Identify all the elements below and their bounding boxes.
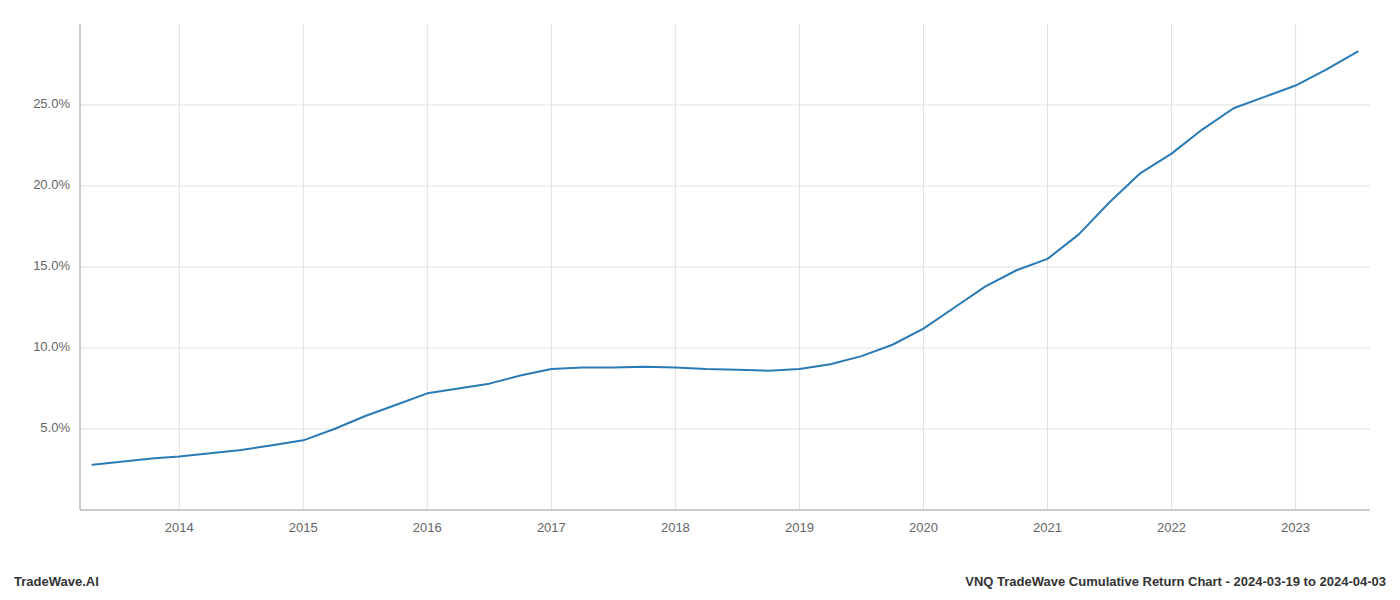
y-grid-line — [80, 429, 1370, 430]
x-tick-label: 2023 — [1281, 520, 1310, 535]
x-tick-label: 2020 — [909, 520, 938, 535]
x-grid-line — [303, 24, 304, 510]
x-grid-line — [551, 24, 552, 510]
x-grid-line — [799, 24, 800, 510]
x-tick-label: 2017 — [537, 520, 566, 535]
watermark: TradeWave.AI — [14, 574, 99, 589]
x-tick-label: 2016 — [413, 520, 442, 535]
title: VNQ TradeWave Cumulative Return Chart - … — [965, 574, 1386, 589]
y-tick-label: 15.0% — [33, 258, 70, 273]
x-grid-line — [1047, 24, 1048, 510]
x-tick-label: 2021 — [1033, 520, 1062, 535]
line — [92, 52, 1357, 465]
x-grid-line — [427, 24, 428, 510]
x-grid-line — [1295, 24, 1296, 510]
y-grid-line — [80, 186, 1370, 187]
y-grid-line — [80, 267, 1370, 268]
chart: 5.0% 10.0% 15.0% 20.0% 25.0% 2014 2015 2016 2017… — [0, 0, 1400, 600]
y-tick-label: 25.0% — [33, 96, 70, 111]
y-tick-label: 20.0% — [33, 177, 70, 192]
x-axis-line — [80, 510, 1370, 511]
x-tick-label: 2014 — [165, 520, 194, 535]
x-grid-line — [923, 24, 924, 510]
background — [0, 0, 1400, 600]
x-tick-label: 2019 — [785, 520, 814, 535]
y-grid-line — [80, 348, 1370, 349]
y-grid-line — [80, 105, 1370, 106]
x-tick-label: 2022 — [1157, 520, 1186, 535]
y-tick-label: 5.0% — [40, 420, 70, 435]
y-tick-label: 10.0% — [33, 339, 70, 354]
x-tick-label: 2018 — [661, 520, 690, 535]
x-grid-line — [675, 24, 676, 510]
axes: 5.0% 10.0% 15.0% 20.0% 25.0% 2014 2015 2016 2017… — [33, 24, 1370, 535]
y-axis-line — [80, 24, 81, 510]
x-grid-line — [179, 24, 180, 510]
x-grid-line — [1171, 24, 1172, 510]
x-tick-label: 2015 — [289, 520, 318, 535]
grid — [80, 24, 1370, 510]
data-layer — [92, 52, 1357, 465]
